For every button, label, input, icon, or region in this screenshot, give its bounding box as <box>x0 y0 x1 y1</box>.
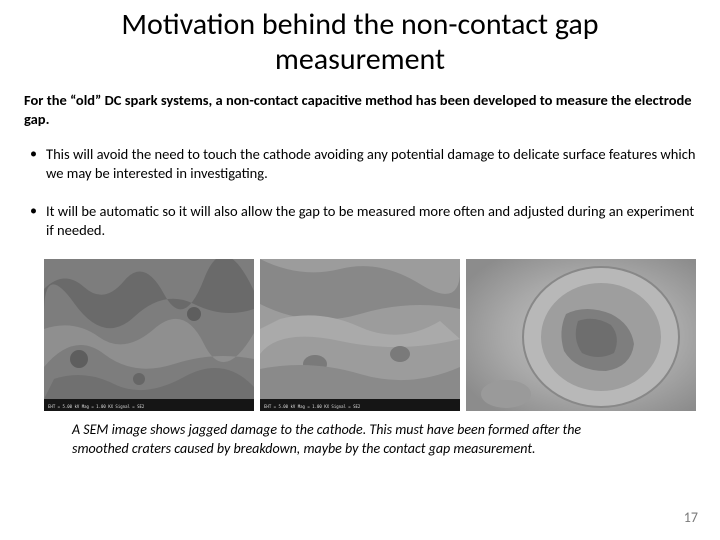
bullet-item: This will avoid the need to touch the ca… <box>24 145 696 184</box>
svg-text:EHT = 5.00 kV Mag = 1.00 KX: EHT = 5.00 kV Mag = 1.00 KX Signal = SE2 <box>264 404 361 409</box>
image-caption: A SEM image shows jagged damage to the c… <box>72 421 636 459</box>
slide-title: Motivation behind the non-contact gap me… <box>24 8 696 77</box>
slide: Motivation behind the non-contact gap me… <box>0 0 720 540</box>
bullet-item: It will be automatic so it will also all… <box>24 202 696 241</box>
bullet-list: This will avoid the need to touch the ca… <box>24 145 696 241</box>
svg-text:EHT = 5.00 kV Mag = 1.00 KX: EHT = 5.00 kV Mag = 1.00 KX Signal = SE2 <box>48 404 145 409</box>
sem-image-row: EHT = 5.00 kV Mag = 1.00 KX Signal = SE2… <box>44 259 696 411</box>
page-number: 17 <box>684 509 698 526</box>
intro-paragraph: For the “old” DC spark systems, a non-co… <box>24 91 696 129</box>
sem-image-2: EHT = 5.00 kV Mag = 1.00 KX Signal = SE2 <box>260 259 460 411</box>
sem-image-1: EHT = 5.00 kV Mag = 1.00 KX Signal = SE2 <box>44 259 254 411</box>
sem-image-3 <box>466 259 696 411</box>
